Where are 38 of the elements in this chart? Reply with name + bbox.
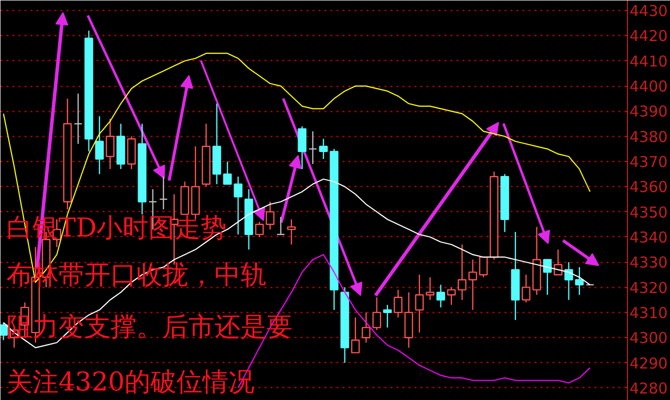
line-series: [2, 178, 591, 348]
candlestick: [74, 92, 82, 144]
candlestick: [415, 274, 424, 334]
candlestick: [159, 176, 168, 210]
y-tick-label: 4380: [630, 128, 668, 146]
candlestick: [244, 188, 254, 250]
candlestick: [116, 123, 126, 170]
y-tick-label: 4340: [630, 228, 668, 246]
y-tick-label: 4320: [630, 278, 668, 297]
candlestick: [575, 266, 584, 296]
candlestick: [404, 292, 414, 348]
candlestick: [212, 103, 222, 185]
candlestick: [564, 262, 574, 300]
candlestick: [106, 118, 114, 170]
y-tick-label: 4310: [630, 304, 668, 322]
y-tick-label: 4410: [630, 52, 668, 70]
y-tick-label: 4330: [630, 254, 668, 272]
y-tick-label: 4390: [630, 102, 668, 121]
candlestick: [532, 226, 542, 296]
candlestick: [95, 116, 104, 175]
y-tick-label: 4280: [630, 379, 668, 398]
candlestick: [436, 284, 446, 308]
candlestick: [372, 296, 382, 331]
annotation: 关注4320的破位情况: [6, 368, 255, 398]
candlestick: [84, 30, 94, 152]
candlestick: [458, 244, 466, 300]
y-tick-label: 4370: [630, 153, 668, 172]
y-tick-label: 4400: [630, 78, 668, 96]
y-tick-label: 4300: [630, 329, 668, 348]
candlestick: [138, 123, 146, 215]
candlestick: [468, 259, 478, 311]
y-tick-label: 4290: [630, 354, 668, 372]
y-tick-label: 4420: [630, 27, 668, 46]
y-tick-label: 4350: [630, 203, 668, 222]
candlestick: [500, 173, 510, 233]
y-tick-label: 4360: [630, 178, 668, 196]
candlestick: [511, 231, 520, 321]
y-tick-label: 4430: [630, 2, 668, 20]
